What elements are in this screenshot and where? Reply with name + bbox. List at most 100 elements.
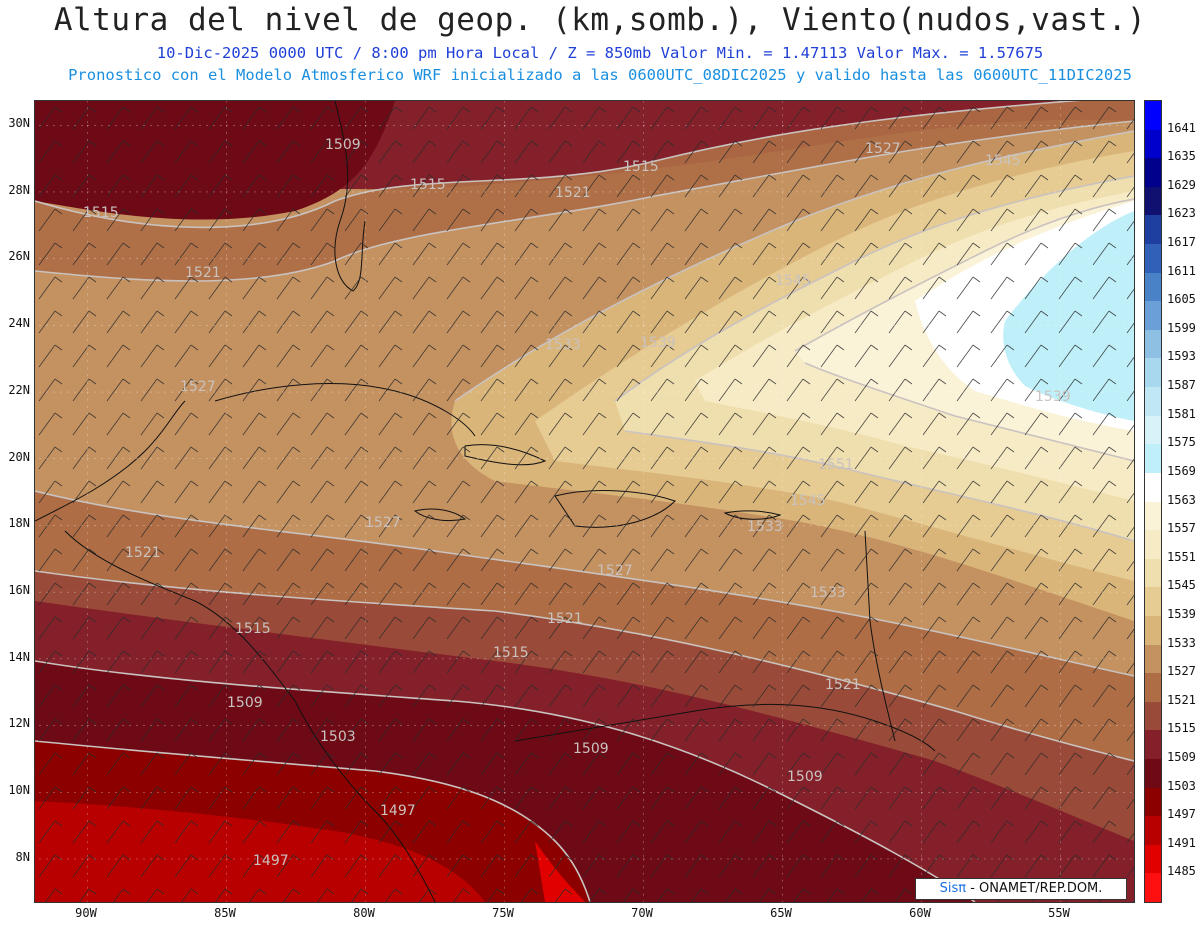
colorbar-swatch bbox=[1145, 787, 1161, 817]
colorbar-label: 1509 bbox=[1167, 749, 1196, 764]
colorbar-swatch bbox=[1145, 758, 1161, 789]
colorbar-label: 1629 bbox=[1167, 177, 1196, 192]
contour-label: 1521 bbox=[185, 265, 221, 281]
latitude-label: 24N bbox=[8, 316, 30, 331]
colorbar-swatch bbox=[1145, 701, 1161, 731]
graticule bbox=[35, 101, 1134, 902]
latitude-label: 12N bbox=[8, 716, 30, 731]
colorbar-label: 1581 bbox=[1167, 406, 1196, 421]
colorbar-label: 1527 bbox=[1167, 664, 1196, 679]
colorbar-label: 1563 bbox=[1167, 492, 1196, 507]
longitude-label: 70W bbox=[631, 906, 653, 920]
colorbar-swatch bbox=[1145, 844, 1161, 874]
colorbar-swatch bbox=[1145, 272, 1161, 302]
colorbar-label: 1611 bbox=[1167, 263, 1196, 278]
colorbar-swatch bbox=[1145, 615, 1161, 646]
contour-label: 1545 bbox=[985, 153, 1021, 169]
longitude-label: 55W bbox=[1048, 906, 1070, 920]
map-title: Altura del nivel de geop. (km,somb.), Vi… bbox=[53, 2, 1147, 38]
colorbar-swatch bbox=[1145, 472, 1161, 502]
colorbar-label: 1545 bbox=[1167, 578, 1196, 593]
colorbar-swatch bbox=[1145, 158, 1161, 188]
contour-label: 1515 bbox=[493, 645, 529, 661]
map-subtitle-model-run: Pronostico con el Modelo Atmosferico WRF… bbox=[68, 66, 1132, 84]
contour-label: 1527 bbox=[365, 515, 401, 531]
longitude-label: 90W bbox=[75, 906, 97, 920]
colorbar-label: 1503 bbox=[1167, 778, 1196, 793]
credit-logo: Sisπ - ONAMET/REP.DOM. bbox=[915, 878, 1127, 900]
latitude-label: 22N bbox=[8, 382, 30, 397]
colorbar-label: 1521 bbox=[1167, 692, 1196, 707]
colorbar bbox=[1144, 100, 1162, 903]
colorbar-swatch bbox=[1145, 101, 1161, 131]
contour-label: 1497 bbox=[253, 853, 289, 869]
colorbar-swatch bbox=[1145, 558, 1161, 588]
contour-label: 1503 bbox=[320, 729, 356, 745]
contour-label: 1539 bbox=[640, 335, 676, 351]
contour-label: 1539 bbox=[1035, 389, 1071, 405]
colorbar-label: 1599 bbox=[1167, 320, 1196, 335]
colorbar-label: 1515 bbox=[1167, 721, 1196, 736]
colorbar-swatch bbox=[1145, 673, 1161, 703]
contour-labels: 1509 1515 1515 1521 1527 1545 1515 1521 1545 1533… bbox=[83, 137, 1071, 869]
longitude-label: 80W bbox=[353, 906, 375, 920]
latitude-label: 8N bbox=[15, 849, 30, 864]
contour-label: 1509 bbox=[325, 137, 361, 153]
colorbar-label: 1641 bbox=[1167, 120, 1196, 135]
colorbar-label: 1551 bbox=[1167, 549, 1196, 564]
colorbar-label: 1617 bbox=[1167, 235, 1196, 250]
colorbar-label: 1557 bbox=[1167, 521, 1196, 536]
contour-label: 1509 bbox=[573, 741, 609, 757]
colorbar-swatch bbox=[1145, 587, 1161, 617]
credit-text: - ONAMET/REP.DOM. bbox=[966, 881, 1103, 896]
contour-label: 1545 bbox=[775, 273, 811, 289]
contour-label: 1527 bbox=[180, 379, 216, 395]
colorbar-swatch bbox=[1145, 215, 1161, 245]
map-subtitle-valid-time: 10-Dic-2025 0000 UTC / 8:00 pm Hora Loca… bbox=[156, 44, 1044, 62]
colorbar-label: 1533 bbox=[1167, 635, 1196, 650]
contour-label: 1527 bbox=[597, 563, 633, 579]
latitude-label: 16N bbox=[8, 582, 30, 597]
colorbar-swatch bbox=[1145, 244, 1161, 274]
latitude-label: 20N bbox=[8, 449, 30, 464]
latitude-label: 28N bbox=[8, 182, 30, 197]
longitude-label: 85W bbox=[214, 906, 236, 920]
colorbar-label: 1497 bbox=[1167, 807, 1196, 822]
colorbar-swatch bbox=[1145, 186, 1161, 216]
colorbar-label: 1623 bbox=[1167, 206, 1196, 221]
colorbar-swatch bbox=[1145, 873, 1161, 903]
colorbar-label: 1575 bbox=[1167, 435, 1196, 450]
contour-label: 1551 bbox=[818, 457, 854, 473]
forecast-map: 1509 1515 1515 1521 1527 1545 1515 1521 1545 1533… bbox=[34, 100, 1135, 903]
colorbar-label: 1569 bbox=[1167, 463, 1196, 478]
latitude-label: 30N bbox=[8, 116, 30, 130]
contour-label: 1515 bbox=[623, 159, 659, 175]
colorbar-label: 1587 bbox=[1167, 378, 1196, 393]
contour-label: 1521 bbox=[555, 185, 591, 201]
latitude-label: 18N bbox=[8, 516, 30, 531]
colorbar-swatch bbox=[1145, 816, 1161, 846]
contour-label: 1515 bbox=[410, 177, 446, 193]
contour-label: 1521 bbox=[547, 611, 583, 627]
colorbar-swatch bbox=[1145, 444, 1161, 474]
contour-label: 1515 bbox=[235, 621, 271, 637]
colorbar-label: 1635 bbox=[1167, 149, 1196, 164]
credit-brand: Sisπ bbox=[939, 881, 967, 896]
contour-label: 1533 bbox=[747, 519, 783, 535]
colorbar-swatch bbox=[1145, 387, 1161, 417]
colorbar-swatch bbox=[1145, 501, 1161, 531]
colorbar-swatch bbox=[1145, 358, 1161, 388]
contour-label: 1515 bbox=[83, 205, 119, 221]
contour-label: 1497 bbox=[380, 803, 416, 819]
longitude-label: 60W bbox=[909, 906, 931, 920]
colorbar-swatch bbox=[1145, 329, 1161, 359]
colorbar-label: 1491 bbox=[1167, 835, 1196, 850]
colorbar-swatch bbox=[1145, 415, 1161, 445]
latitude-label: 26N bbox=[8, 249, 30, 264]
colorbar-label: 1593 bbox=[1167, 349, 1196, 364]
contour-label: 1533 bbox=[810, 585, 846, 601]
colorbar-swatch bbox=[1145, 644, 1161, 674]
contour-label: 1521 bbox=[125, 545, 161, 561]
colorbar-swatch bbox=[1145, 730, 1161, 760]
colorbar-label: 1539 bbox=[1167, 606, 1196, 621]
